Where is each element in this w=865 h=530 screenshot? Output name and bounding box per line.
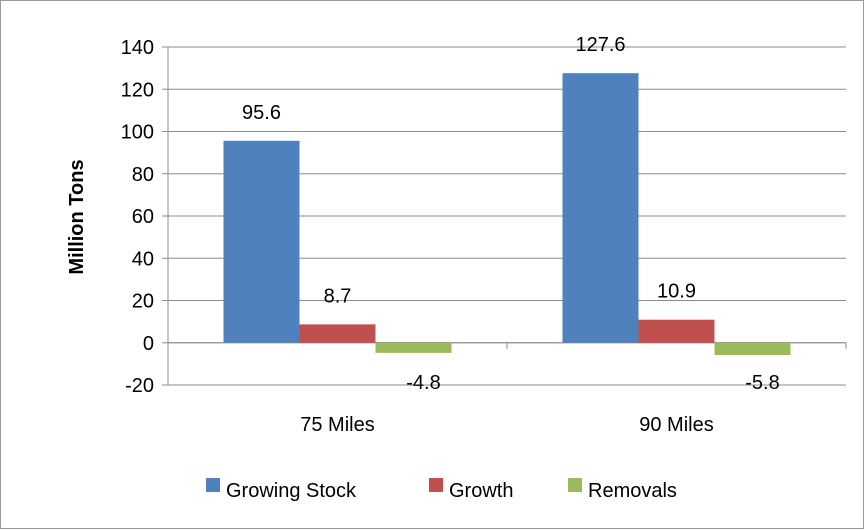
y-tick-label: 0 [143, 333, 154, 355]
x-category-label: 90 Miles [639, 414, 713, 436]
y-tick-label: 120 [121, 79, 154, 101]
data-label: 10.9 [657, 281, 696, 303]
y-tick-label: 140 [121, 37, 154, 59]
bars [223, 73, 791, 356]
bar-removals [714, 342, 791, 356]
data-label: 127.6 [575, 34, 625, 56]
legend-label: Growth [449, 480, 513, 502]
y-tick-label: 40 [132, 248, 154, 270]
y-tick-label: 60 [132, 206, 154, 228]
axes: -20 0 20 40 60 80 100 120 140 75 Miles 90 Miles [121, 37, 847, 436]
data-label: 8.7 [324, 285, 352, 307]
y-tick-label: 80 [132, 164, 154, 186]
bar-removals [375, 342, 452, 353]
data-labels: 95.6 8.7 -4.8 127.6 10.9 -5.8 [242, 34, 780, 394]
y-tick-label: -20 [125, 375, 154, 397]
legend-swatch [429, 478, 443, 492]
y-tick-label: 100 [121, 122, 154, 144]
bar-growing-stock [562, 73, 639, 343]
legend-swatch [206, 478, 220, 492]
legend: Growing Stock Growth Removals [206, 478, 677, 502]
data-label: -4.8 [406, 372, 440, 394]
legend-swatch [568, 478, 582, 492]
y-axis-title: Million Tons [66, 159, 88, 274]
y-tick-label: 20 [132, 291, 154, 313]
bar-growth [638, 319, 715, 343]
data-label: -5.8 [745, 372, 779, 394]
legend-label: Removals [588, 480, 677, 502]
x-category-label: 75 Miles [300, 414, 374, 436]
bar-growing-stock [223, 140, 300, 343]
data-label: 95.6 [242, 102, 281, 124]
legend-label: Growing Stock [226, 480, 357, 502]
bar-growth [299, 324, 376, 343]
